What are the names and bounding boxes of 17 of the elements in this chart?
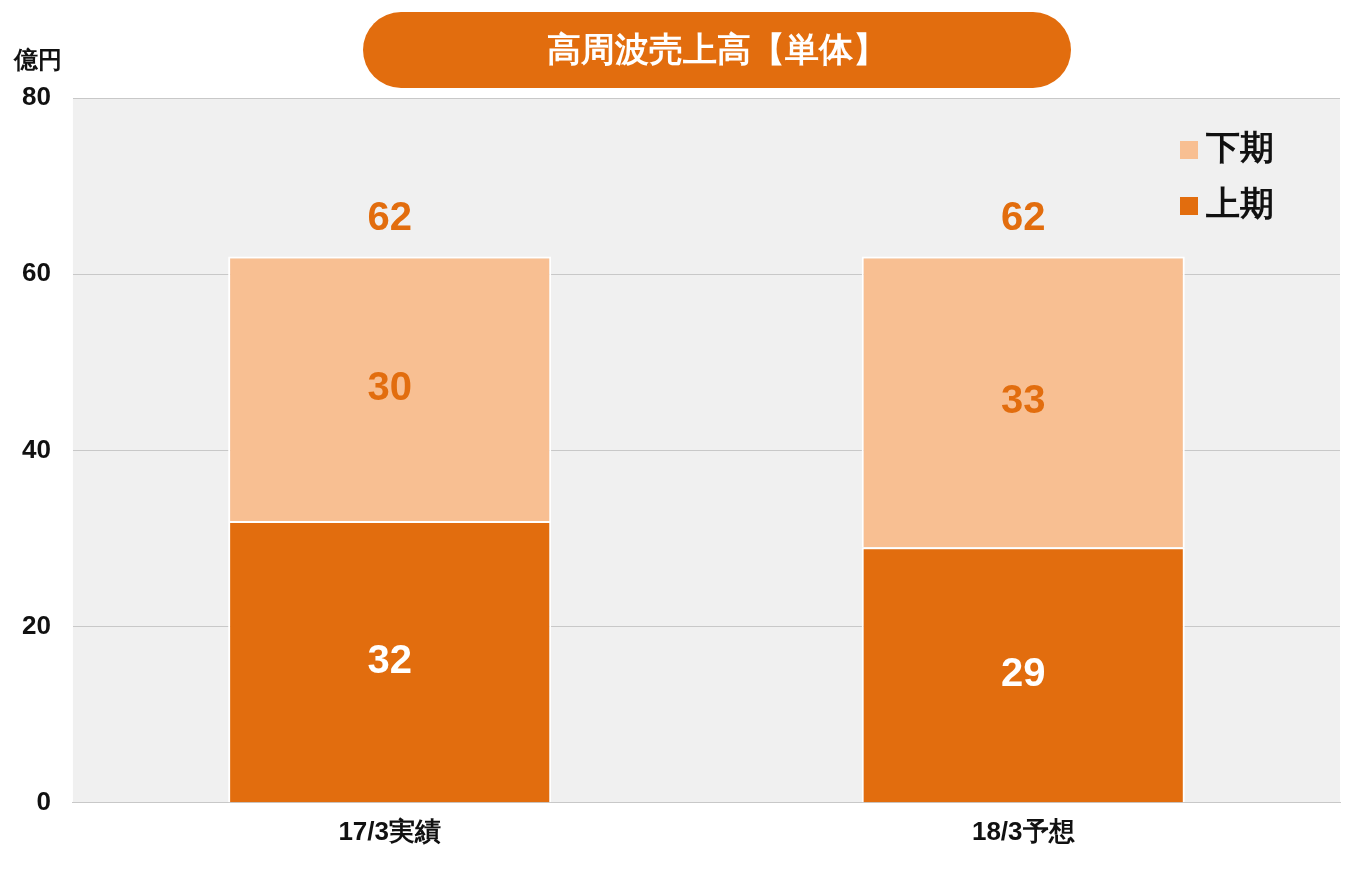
data-label: 29 (1000, 649, 1046, 694)
y-tick-label: 20 (22, 609, 51, 640)
chart-title: 高周波売上高【単体】 (363, 12, 1071, 88)
total-label: 62 (367, 193, 412, 238)
x-tick-label: 18/3予想 (971, 815, 1075, 846)
legend-label: 下期 (1205, 128, 1274, 167)
data-label: 30 (367, 363, 412, 408)
x-tick-label: 17/3実績 (338, 815, 441, 846)
y-tick-label: 80 (22, 81, 51, 112)
legend-label: 上期 (1205, 184, 1274, 223)
data-label: 32 (367, 636, 412, 681)
y-tick-label: 40 (22, 433, 51, 464)
total-label: 62 (1000, 193, 1046, 238)
y-axis-title: 億円 (14, 45, 62, 75)
data-label: 33 (1000, 376, 1046, 421)
y-tick-label: 0 (36, 785, 51, 816)
y-tick-label: 60 (22, 257, 51, 288)
